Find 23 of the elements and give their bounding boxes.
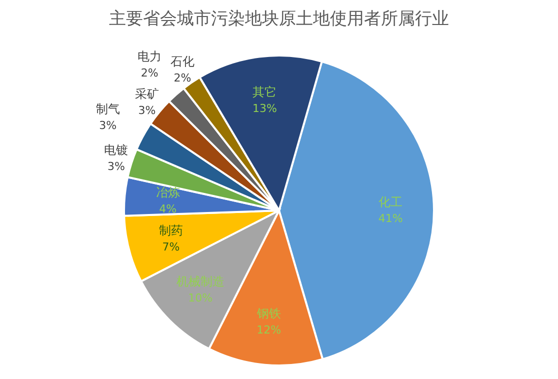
slice-label: 制气 (96, 102, 120, 116)
data-label: 3% (108, 160, 125, 174)
data-label: 4% (159, 202, 177, 216)
data-label: 2% (174, 71, 192, 84)
slice-label: 采矿 (134, 86, 159, 101)
data-label: 7% (162, 240, 180, 254)
slice-label: 电力 (138, 50, 162, 64)
slice-label: 机械制造 (176, 274, 224, 289)
chart-title: 主要省会城市污染地块原土地使用者所属行业 (109, 9, 449, 29)
data-label: 2% (140, 66, 158, 80)
slice-label: 其它 (252, 84, 277, 99)
slice-label: 冶炼 (156, 185, 180, 200)
slice-label: 化工 (378, 195, 403, 210)
slice-label: 钢铁 (256, 306, 281, 321)
data-label: 3% (99, 119, 117, 132)
slice-label: 制药 (158, 224, 183, 238)
data-label: 41% (378, 212, 403, 226)
data-label: 12% (256, 324, 282, 337)
data-label: 3% (138, 104, 156, 117)
data-label: 10% (188, 292, 213, 305)
slice-label: 电镀 (104, 143, 128, 158)
slice-label: 石化 (170, 54, 194, 68)
data-label: 13% (252, 102, 277, 115)
